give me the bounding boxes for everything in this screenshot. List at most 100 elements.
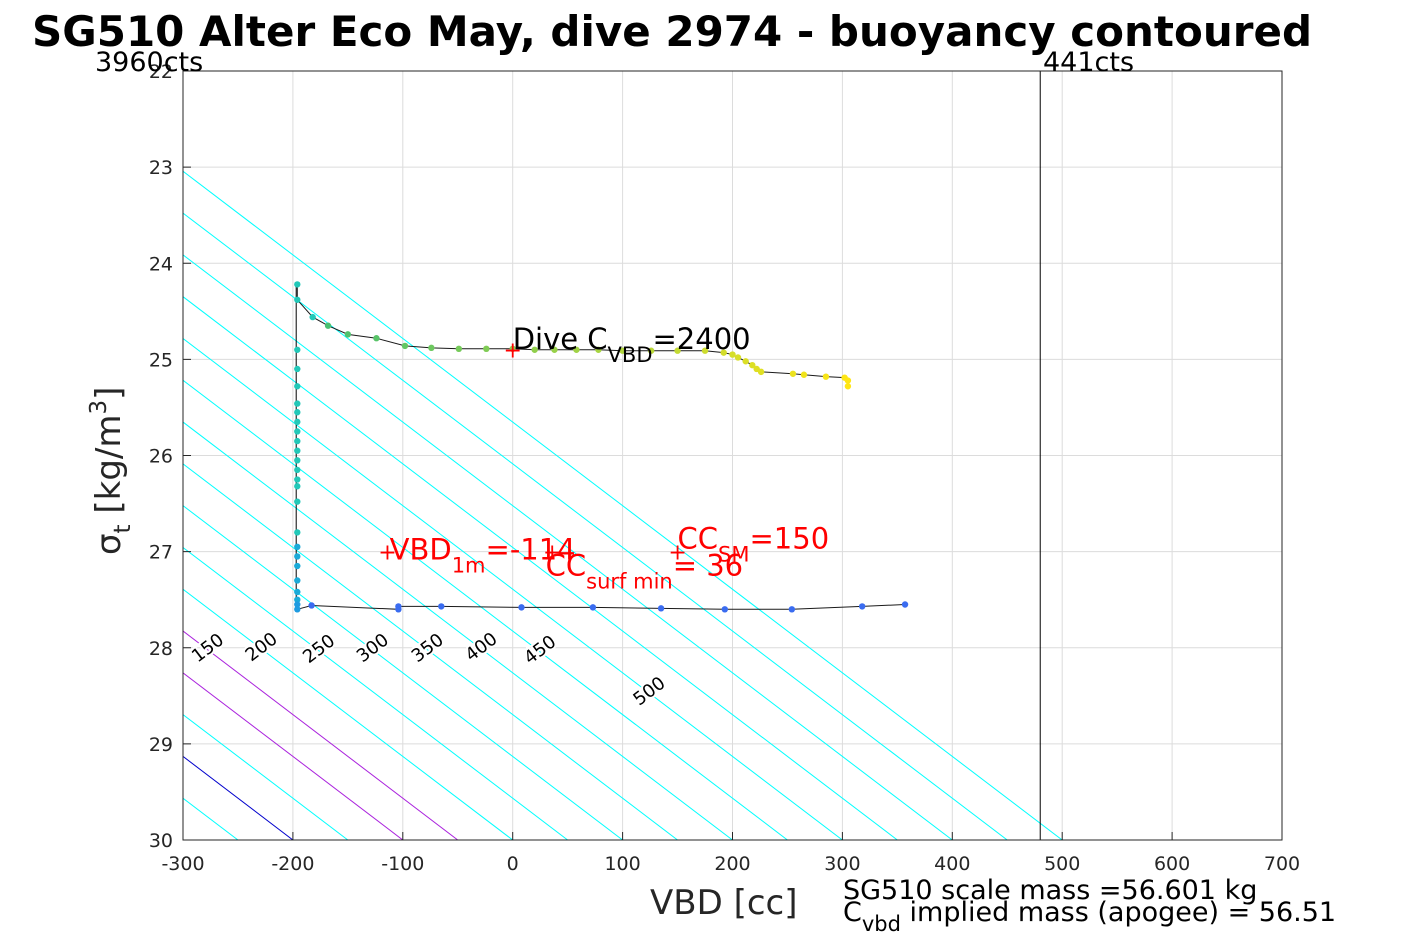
data-point — [789, 370, 797, 377]
y-tick-label: 30 — [149, 830, 173, 852]
data-point — [294, 365, 301, 373]
data-point — [800, 371, 808, 378]
annotation: VBD1m=-114 — [390, 532, 576, 577]
contour-line — [183, 421, 733, 840]
data-point — [294, 437, 301, 445]
annotation-text: CC — [678, 522, 719, 556]
contour-line — [183, 463, 678, 840]
data-point — [844, 377, 852, 384]
footer-implied-mass: Cvbd implied mass (apogee) = 56.51 — [843, 897, 1336, 936]
contour-line — [183, 254, 953, 840]
y-tick-label: 24 — [149, 253, 173, 275]
data-point — [294, 466, 301, 474]
data-point — [294, 409, 301, 416]
data-point — [294, 529, 301, 536]
dive-profile — [294, 281, 909, 613]
x-tick-label: 300 — [824, 853, 860, 875]
bottom-trace — [297, 603, 906, 610]
data-point — [294, 553, 301, 560]
data-point — [294, 596, 301, 603]
annotation-sub: 1m — [452, 553, 486, 577]
axis-ticks: -300 -200 -100 0 100 200 300 400 500 600 700 22 23 24… — [149, 61, 1300, 875]
top-right-count-label: 441cts — [1043, 47, 1134, 78]
data-point — [294, 543, 301, 551]
x-tick-label: 700 — [1264, 853, 1300, 875]
x-tick-label: 0 — [507, 853, 519, 875]
data-point — [294, 281, 301, 288]
annotation-value: =150 — [750, 522, 830, 556]
data-point — [721, 606, 729, 613]
annotation: CCSM=150 — [678, 522, 830, 567]
data-point — [734, 354, 742, 361]
y-axis-units-sup: 3 — [86, 400, 112, 415]
data-point — [483, 345, 490, 353]
red-plus-marker: + — [503, 339, 521, 364]
data-point — [674, 347, 681, 354]
data-point — [551, 346, 558, 353]
data-point — [742, 358, 749, 365]
annotation-text: VBD — [390, 532, 452, 566]
x-tick-label: -100 — [381, 853, 424, 875]
data-point — [294, 606, 301, 613]
x-axis-label: VBD [cc] — [650, 883, 798, 923]
red-plus-marker: + — [668, 541, 686, 566]
data-point — [518, 604, 525, 611]
data-point — [788, 606, 796, 613]
contour-line — [183, 588, 514, 840]
y-axis-sigma-sub: t — [110, 524, 136, 533]
data-point — [720, 349, 727, 356]
data-point — [309, 313, 316, 321]
data-point — [647, 347, 655, 354]
data-point — [619, 347, 626, 354]
data-point — [324, 322, 332, 329]
x-tick-label: -300 — [161, 853, 204, 875]
chart-title: SG510 Alter Eco May, dive 2974 - buoyanc… — [32, 7, 1312, 56]
data-point — [344, 331, 352, 338]
data-point — [395, 603, 402, 610]
contour-line — [183, 546, 568, 840]
data-point — [294, 601, 301, 608]
x-tick-label: -200 — [271, 853, 314, 875]
footer-implied-text: implied mass (apogee) = 56.51 — [901, 897, 1336, 928]
y-tick-label: 23 — [149, 157, 173, 179]
markers: + + + + — [378, 339, 687, 566]
data-point — [573, 346, 580, 353]
annotation: Dive CVBD=2400 — [513, 322, 751, 367]
contour-line — [183, 212, 1008, 840]
y-tick-label: 26 — [149, 446, 173, 468]
x-tick-label: 400 — [934, 853, 970, 875]
data-point — [509, 345, 516, 353]
annotation-sub: surf min — [586, 570, 673, 594]
data-point — [294, 418, 301, 426]
data-point — [438, 603, 445, 610]
data-point — [657, 605, 665, 612]
data-point — [757, 368, 765, 376]
data-point — [308, 602, 315, 609]
data-point — [294, 562, 301, 570]
contour-line — [183, 505, 623, 840]
data-point — [294, 498, 301, 505]
data-point — [294, 346, 301, 353]
data-point — [844, 383, 852, 390]
data-point — [749, 361, 756, 369]
y-axis-units-close: ] — [89, 387, 129, 400]
data-point — [294, 447, 301, 454]
y-axis-units: [kg/m — [89, 414, 129, 524]
red-plus-marker: + — [378, 541, 396, 566]
descent-trace — [296, 284, 849, 387]
contour-line — [183, 337, 843, 840]
data-point — [822, 373, 830, 380]
footer-cvbd-c: C — [843, 897, 862, 928]
y-tick-label: 25 — [149, 349, 173, 371]
contour-line — [183, 630, 459, 840]
data-point — [294, 400, 301, 407]
annotation-value: =2400 — [653, 322, 751, 356]
x-tick-label: 100 — [604, 853, 640, 875]
data-point — [294, 296, 301, 303]
top-left-count-label: 3960cts — [95, 47, 203, 78]
data-point — [373, 335, 380, 342]
data-point — [455, 345, 463, 353]
x-tick-label: 200 — [714, 853, 750, 875]
